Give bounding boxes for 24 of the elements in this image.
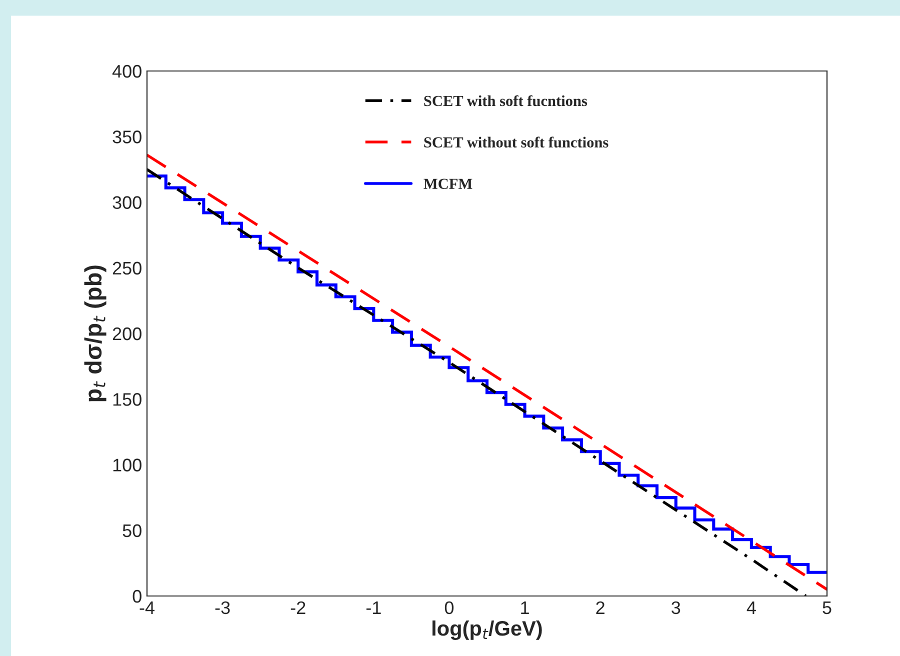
x-tick-label: 4 — [746, 602, 756, 614]
legend-label: SCET with soft fucntions — [424, 95, 588, 106]
x-tick-label: -3 — [215, 601, 230, 614]
y-tick-label: 200 — [112, 327, 142, 340]
x-tick-label: -1 — [366, 602, 381, 614]
y-tick-label: 300 — [112, 196, 142, 209]
y-tick-label: 400 — [112, 64, 142, 78]
y-axis-title: p$_{t}$ dσ/p$_{t}$ (pb) — [84, 266, 106, 402]
y-tick-label: 150 — [113, 393, 142, 406]
x-tick-label: 5 — [822, 602, 832, 614]
x-tick-label: 1 — [521, 602, 529, 614]
y-tick-label: 0 — [132, 590, 142, 603]
y-tick-label: 100 — [113, 458, 142, 472]
legend-label: SCET without soft functions — [424, 136, 608, 148]
x-axis-title: log(p$_{t}$/GeV) — [432, 620, 542, 640]
y-tick-label: 350 — [112, 130, 142, 144]
x-tick-label: -2 — [290, 601, 306, 614]
x-tick-label: 2 — [596, 601, 604, 614]
x-tick-label: 3 — [672, 601, 680, 614]
y-tick-label: 250 — [112, 262, 142, 275]
y-tick-label: 50 — [122, 524, 142, 538]
legend-label: MCFM — [424, 178, 472, 189]
x-tick-label: -4 — [140, 602, 154, 614]
x-tick-label: 0 — [444, 601, 454, 614]
